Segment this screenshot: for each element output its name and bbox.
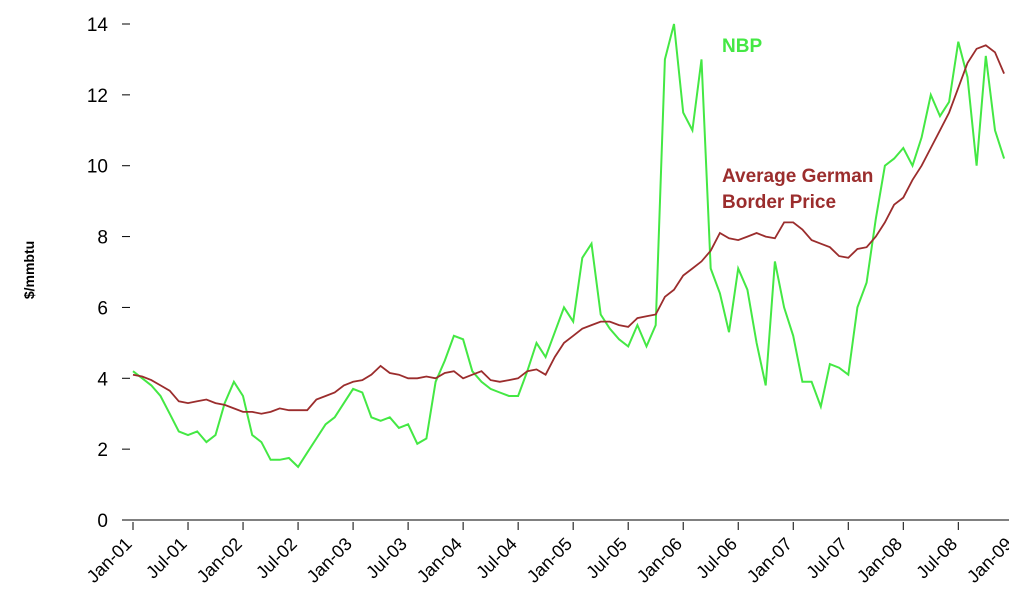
x-tick-label: Jan-09 (963, 534, 1009, 587)
y-tick-label: 12 (87, 86, 108, 107)
x-tick-label: Jan-06 (633, 534, 686, 587)
y-axis-label: $/mmbtu (21, 241, 37, 299)
y-tick-label: 14 (87, 15, 109, 36)
x-tick-label: Jul-06 (692, 534, 741, 583)
y-tick-label: 2 (97, 440, 108, 461)
series-label: Average German Border Price (722, 166, 874, 213)
x-tick-label: Jul-07 (802, 534, 851, 583)
x-tick-label: Jan-03 (303, 534, 356, 587)
x-tick-label: Jul-08 (912, 534, 961, 583)
x-tick-label: Jan-01 (83, 534, 136, 587)
x-tick-label: Jan-07 (743, 534, 796, 587)
x-tick-label: Jul-02 (252, 534, 301, 583)
y-tick-label: 6 (97, 298, 108, 319)
y-tick-label: 0 (97, 511, 108, 532)
x-tick-label: Jan-08 (853, 534, 906, 587)
y-tick-label: 10 (87, 157, 108, 178)
x-tick-label: Jan-04 (413, 534, 466, 587)
x-tick-label: Jan-02 (193, 534, 246, 587)
series-line (132, 23, 1006, 469)
series-line (132, 44, 1005, 415)
x-tick-label: Jul-03 (362, 534, 411, 583)
x-tick-label: Jul-04 (472, 534, 521, 583)
x-tick-label: Jul-01 (142, 534, 191, 583)
series-label: NBP (722, 36, 763, 57)
x-tick-label: Jul-05 (582, 534, 631, 583)
x-tick-label: Jan-05 (523, 534, 576, 587)
y-tick-label: 4 (97, 369, 108, 390)
y-tick-label: 8 (97, 228, 108, 249)
